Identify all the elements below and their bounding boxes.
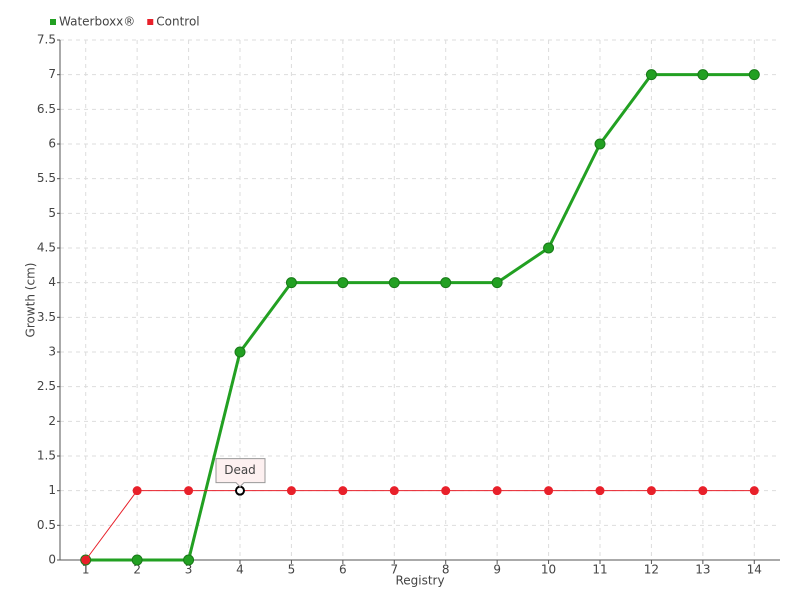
x-tick-label: 14	[747, 563, 762, 577]
y-tick-label: 2.5	[37, 379, 56, 393]
x-tick-label: 10	[541, 563, 556, 577]
y-axis-label: Growth (cm)	[24, 263, 38, 338]
data-point	[491, 277, 503, 289]
x-tick-label: 4	[236, 563, 244, 577]
legend-label: Waterboxx®	[59, 15, 135, 29]
data-point	[286, 486, 296, 496]
data-point	[132, 486, 142, 496]
y-tick-label: 1.5	[37, 449, 56, 463]
legend-swatch	[50, 19, 56, 25]
data-point	[698, 486, 708, 496]
data-point	[235, 485, 245, 496]
data-point	[594, 138, 606, 150]
data-point	[234, 346, 246, 358]
y-tick-label: 2	[48, 414, 56, 428]
y-tick-label: 0	[48, 553, 56, 567]
series-line	[85, 490, 755, 561]
y-tick-label: 1	[48, 483, 56, 497]
y-tick-label: 0.5	[37, 518, 56, 532]
x-tick-label: 7	[390, 563, 398, 577]
y-tick-label: 4.5	[37, 241, 56, 255]
x-tick-label: 3	[185, 563, 193, 577]
y-tick-label: 7.5	[37, 33, 56, 47]
data-point	[131, 554, 143, 566]
data-point	[697, 69, 709, 81]
data-point	[595, 486, 605, 496]
x-tick-label: 13	[695, 563, 710, 577]
x-tick-label: 2	[133, 563, 141, 577]
data-point	[544, 486, 554, 496]
x-tick-label: 11	[592, 563, 607, 577]
x-tick-label: 6	[339, 563, 347, 577]
x-tick-label: 1	[82, 563, 90, 577]
y-tick-label: 3.5	[37, 310, 56, 324]
data-point	[338, 486, 348, 496]
y-tick-label: 7	[48, 67, 56, 81]
y-tick-label: 5	[48, 206, 56, 220]
data-point	[81, 555, 91, 565]
legend-swatch	[147, 19, 154, 25]
data-point	[389, 486, 399, 496]
data-point	[388, 277, 400, 289]
data-point	[285, 277, 297, 289]
data-point	[337, 277, 349, 289]
y-tick-label: 6	[48, 137, 56, 151]
series-line	[85, 73, 755, 562]
data-point	[441, 486, 451, 496]
data-point	[748, 69, 760, 81]
data-point	[645, 69, 657, 81]
y-tick-label: 5.5	[37, 171, 56, 185]
data-point	[749, 486, 759, 496]
data-point	[184, 486, 194, 496]
x-tick-label: 8	[442, 563, 450, 577]
legend-label: Control	[156, 15, 199, 29]
data-point	[646, 486, 656, 496]
x-tick-label: 5	[288, 563, 296, 577]
x-tick-label: 9	[493, 563, 501, 577]
y-tick-label: 4	[48, 275, 56, 289]
y-tick-label: 6.5	[37, 102, 56, 116]
data-point	[183, 554, 195, 566]
y-tick-label: 3	[48, 345, 56, 359]
data-point	[492, 486, 502, 496]
annotation-text: Dead	[224, 463, 256, 477]
x-axis-label: Registry	[395, 574, 444, 588]
x-tick-label: 12	[644, 563, 659, 577]
data-point	[543, 242, 555, 254]
data-point	[440, 277, 452, 289]
annotation-box	[215, 458, 266, 488]
